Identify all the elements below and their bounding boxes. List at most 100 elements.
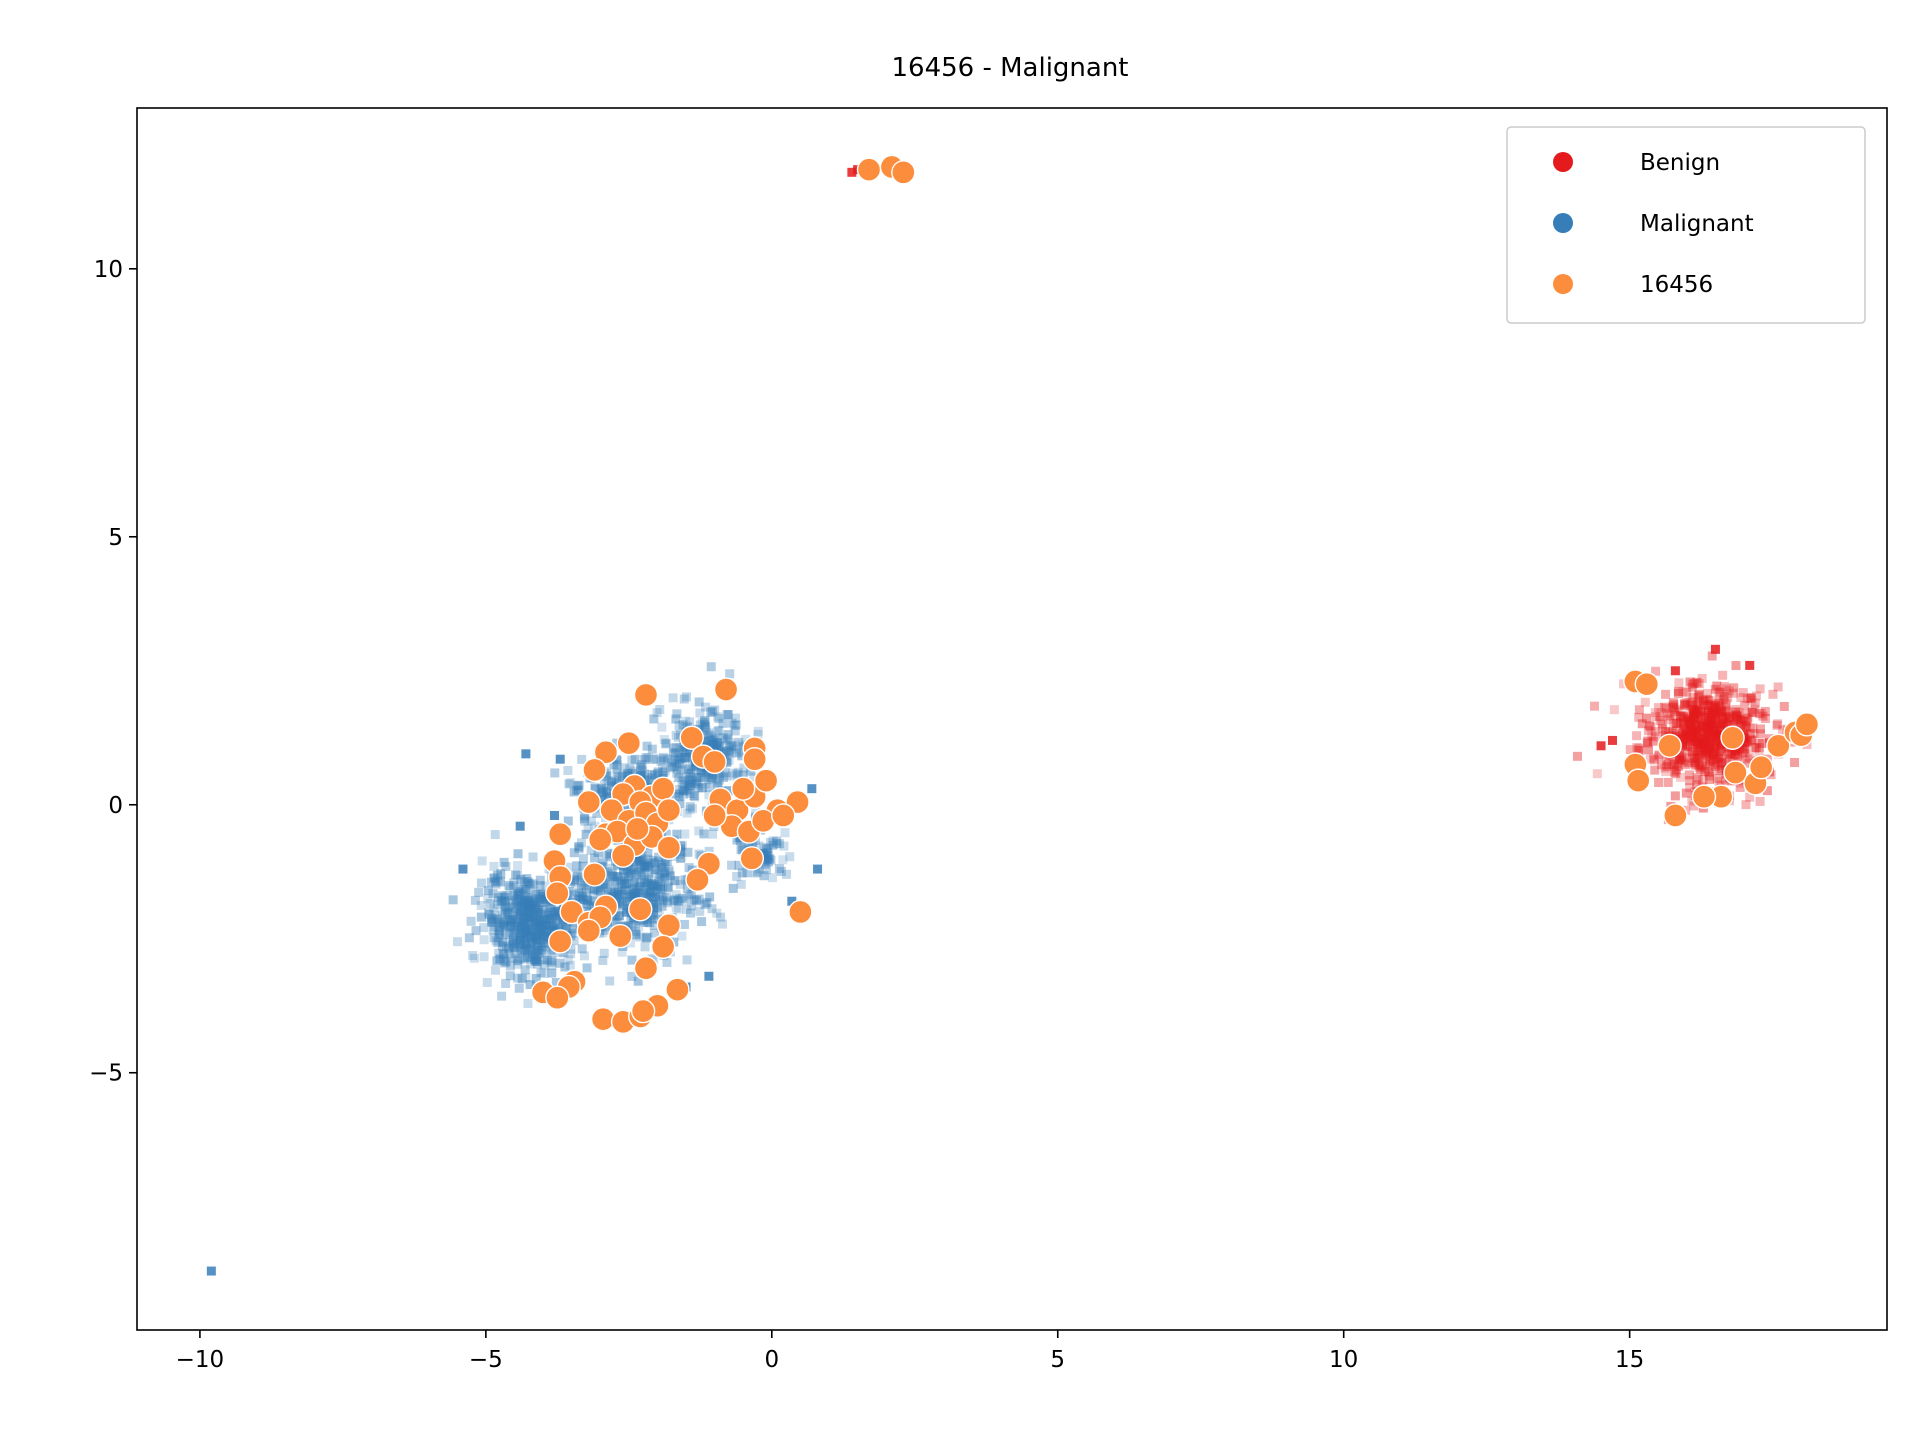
data-point xyxy=(586,816,596,826)
data-point xyxy=(1709,702,1719,712)
data-point xyxy=(500,892,510,902)
data-point xyxy=(661,738,671,748)
data-point xyxy=(778,855,788,865)
data-point xyxy=(521,749,531,759)
data-point xyxy=(554,907,564,917)
data-point xyxy=(554,909,564,919)
data-point xyxy=(555,958,565,968)
data-point xyxy=(807,784,817,794)
data-point xyxy=(1688,725,1698,735)
data-point xyxy=(714,769,724,779)
data-point xyxy=(1699,740,1709,750)
data-point xyxy=(639,878,649,888)
data-point xyxy=(511,948,521,958)
data-point xyxy=(714,741,724,751)
data-point xyxy=(1697,737,1707,747)
data-point xyxy=(737,740,747,750)
data-point xyxy=(1690,739,1700,749)
data-point xyxy=(1671,704,1681,714)
data-point xyxy=(763,851,773,861)
data-point xyxy=(484,908,494,918)
data-point xyxy=(1691,724,1701,734)
data-point xyxy=(702,767,712,777)
data-point xyxy=(535,916,545,926)
data-point xyxy=(519,911,529,921)
data-point xyxy=(762,855,772,865)
data-point xyxy=(512,899,522,909)
data-point xyxy=(495,927,505,937)
data-point xyxy=(508,934,518,944)
data-point xyxy=(1682,741,1692,751)
data-point xyxy=(679,919,689,929)
data-point xyxy=(1692,737,1702,747)
data-point xyxy=(671,730,681,740)
data-point xyxy=(1705,736,1715,746)
data-point xyxy=(1679,734,1689,744)
data-point xyxy=(1760,707,1770,717)
data-point xyxy=(674,789,684,799)
data-point xyxy=(1724,686,1734,696)
data-point xyxy=(504,943,514,953)
data-point xyxy=(706,662,716,672)
data-point xyxy=(662,873,672,883)
data-point xyxy=(535,922,545,932)
data-point xyxy=(1739,717,1749,727)
data-point xyxy=(590,896,600,906)
data-point xyxy=(1747,735,1757,745)
data-point xyxy=(678,745,688,755)
data-point xyxy=(1699,744,1709,754)
data-point xyxy=(1689,713,1699,723)
data-point xyxy=(526,880,536,890)
data-point xyxy=(1703,706,1713,716)
data-point xyxy=(658,896,668,906)
data-point xyxy=(567,928,577,938)
data-point xyxy=(1573,751,1583,761)
x-tick-label: 15 xyxy=(1615,1347,1644,1373)
data-point xyxy=(1660,763,1670,773)
data-point xyxy=(495,954,505,964)
data-point xyxy=(1754,747,1764,757)
data-point xyxy=(686,908,696,918)
data-point xyxy=(739,763,749,773)
data-point xyxy=(534,908,544,918)
data-point xyxy=(1689,710,1699,720)
data-point xyxy=(535,875,545,885)
data-point xyxy=(1668,701,1678,711)
data-point xyxy=(493,915,503,925)
data-point xyxy=(515,909,525,919)
data-point xyxy=(502,890,512,900)
data-point xyxy=(612,765,622,775)
data-point xyxy=(706,772,716,782)
data-point xyxy=(486,913,496,923)
data-point xyxy=(1721,711,1731,721)
data-point xyxy=(1754,739,1764,749)
data-point xyxy=(719,749,729,759)
data-point xyxy=(1704,743,1714,753)
data-point xyxy=(1744,753,1754,763)
data-point xyxy=(522,926,532,936)
data-point xyxy=(700,717,710,727)
data-point xyxy=(754,864,764,874)
data-point xyxy=(1723,750,1733,760)
data-point xyxy=(605,851,615,861)
data-point xyxy=(560,962,570,972)
data-point xyxy=(712,727,722,737)
data-point xyxy=(707,739,717,749)
data-point xyxy=(1682,741,1692,751)
data-point xyxy=(1712,774,1722,784)
data-point xyxy=(597,789,607,799)
data-point xyxy=(629,862,639,872)
data-point xyxy=(584,899,594,909)
data-point xyxy=(586,845,596,855)
data-point xyxy=(1716,687,1726,697)
data-point xyxy=(1715,708,1725,718)
data-point xyxy=(619,872,629,882)
data-point xyxy=(1703,701,1713,711)
data-point xyxy=(1668,728,1678,738)
data-point xyxy=(1690,746,1700,756)
data-point xyxy=(1671,769,1681,779)
data-point xyxy=(520,965,530,975)
data-point xyxy=(1656,708,1666,718)
data-point xyxy=(522,908,532,918)
data-point xyxy=(1643,726,1653,736)
